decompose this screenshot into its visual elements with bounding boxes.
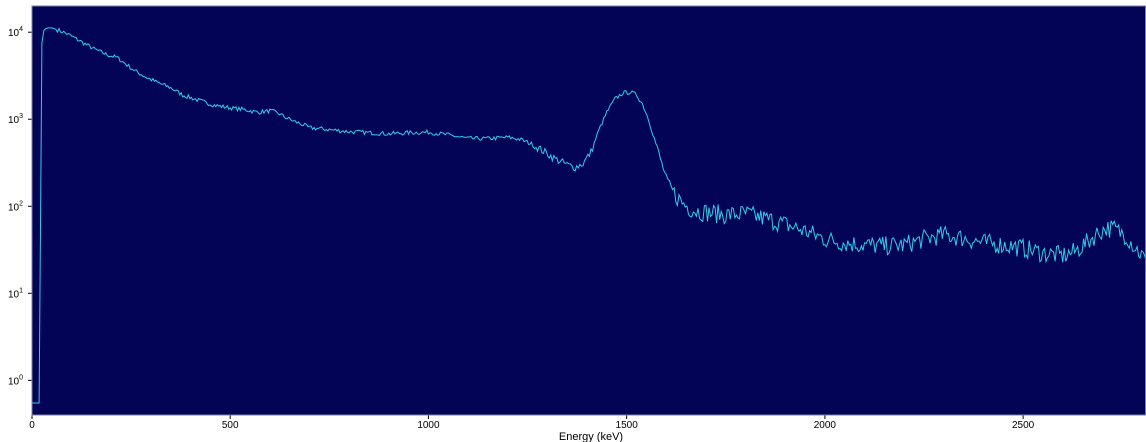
y-tick-label: 102: [8, 200, 23, 213]
x-tick-label: 2500: [1012, 420, 1035, 431]
y-tick-label: 103: [8, 113, 23, 126]
x-axis-label: Energy (keV): [559, 431, 623, 442]
x-tick-label: 500: [222, 420, 239, 431]
y-tick-label: 104: [8, 26, 23, 39]
series-line: [32, 27, 1146, 404]
y-tick-label: 101: [8, 287, 23, 300]
x-tick-label: 1000: [417, 420, 440, 431]
plot-area: [32, 6, 1146, 415]
plot-background: [32, 6, 1146, 415]
y-tick-label: 100: [8, 374, 23, 387]
x-tick-label: 0: [29, 420, 35, 431]
x-axis-ticks: 0 500 1000 1500 2000 2500: [29, 415, 1035, 431]
x-tick-label: 2000: [814, 420, 837, 431]
y-axis-ticks: 100 101 102 103 104: [8, 26, 32, 387]
x-tick-label: 1500: [616, 420, 639, 431]
